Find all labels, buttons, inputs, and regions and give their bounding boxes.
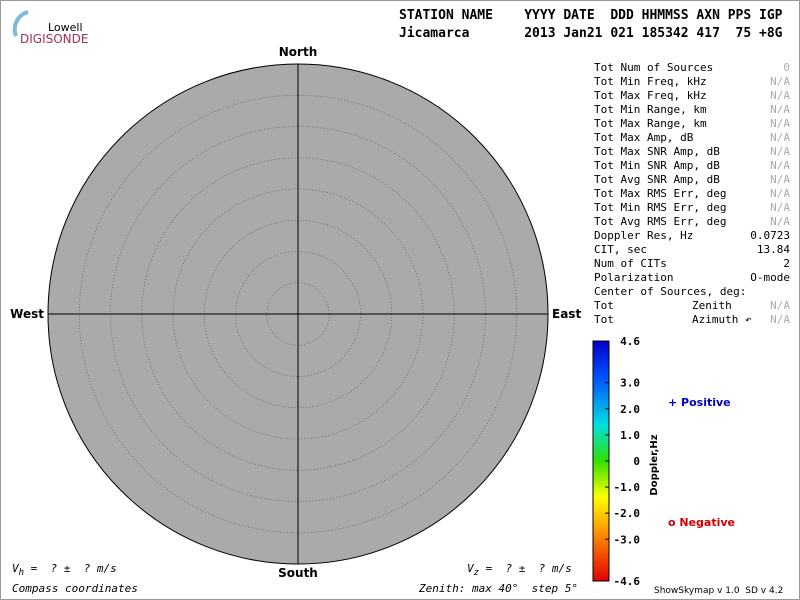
logo-top: Lowell [48,21,83,34]
stat-label: Tot Avg SNR Amp, dB [594,173,720,186]
vh-sub: h [19,568,24,578]
colorbar-tick-label: -4.6 [614,575,641,588]
stat-value: N/A [770,313,790,326]
stat-value: N/A [770,145,790,158]
compass-south: South [278,566,318,580]
colorbar-tick-label: -3.0 [614,533,641,546]
stat-value: N/A [770,131,790,144]
colorbar-tick-label: 3.0 [620,377,640,390]
stat-label: Tot [594,299,614,312]
header-labels: STATION NAME YYYY DATE DDD HHMMSS AXN PP… [399,8,783,23]
header-values: Jicamarca 2013 Jan21 021 185342 417 75 +… [399,26,783,41]
legend-positive: + Positive [668,396,731,409]
legend-negative: o Negative [668,516,735,529]
stat-value: O-mode [750,271,790,284]
stat-value: N/A [770,173,790,186]
stat-label: Tot Min RMS Err, deg [594,201,726,214]
stat-value: N/A [770,103,790,116]
vz-symbol: V [467,562,475,575]
stat-value: N/A [770,159,790,172]
stat-label: Tot [594,313,614,326]
sky-plot [47,63,549,565]
logo-swoosh [12,10,29,37]
colorbar-tick-label: -1.0 [614,481,641,494]
stat-label: Tot Max Amp, dB [594,131,694,144]
stat-value: N/A [770,299,790,312]
compass-west: West [10,307,44,321]
stat-sublabel: Azimuth ↶ [692,313,752,326]
stat-value: 2 [783,257,790,270]
stat-label: Tot Min Freq, kHz [594,75,707,88]
colorbar-tick-label: 0 [633,455,640,468]
stats-table: Tot Num of Sources 0 Tot Min Freq, kHz N/A T… [594,61,790,326]
stat-label: Tot Max Freq, kHz [594,89,707,102]
stat-value: N/A [770,117,790,130]
stat-label: Doppler Res, Hz [594,229,693,242]
stat-label: CIT, sec [594,243,647,256]
colorbar-title: Doppler,Hz [649,434,660,495]
stat-value: N/A [770,215,790,228]
vh-symbol: V [12,562,20,575]
colorbar-tick-label: 2.0 [620,403,640,416]
stat-value: N/A [770,187,790,200]
vh-readout: Vh = ? ± ? m/s [12,562,117,578]
colorbar-tick-label: 1.0 [620,429,640,442]
vz-sub: z [474,568,479,578]
zenith-note: Zenith: max 40° step 5° [418,582,578,595]
stat-label: Tot Min Range, km [594,103,707,116]
colorbar-ticks: 4.6 3.0 2.0 1.0 0 -1.0 -2.0 -3.0 -4.6 [605,335,640,588]
stat-label: Polarization [594,271,673,284]
stat-label: Tot Max SNR Amp, dB [594,145,720,158]
stat-value: 13.84 [757,243,790,256]
vz-text: = ? ± ? m/s [479,562,572,575]
stat-label: Tot Num of Sources [594,61,713,74]
vh-text: = ? ± ? m/s [24,562,117,575]
stat-value: N/A [770,201,790,214]
stat-value: 0 [783,61,790,74]
compass-east: East [552,307,581,321]
logo-bottom: DIGISONDE [20,32,88,46]
compass-north: North [279,45,317,59]
stat-value: N/A [770,89,790,102]
version-note: ShowSkymap v 1.0 SD v 4.2 [654,586,783,596]
colorbar-tick-label: 4.6 [620,335,640,348]
stat-value: N/A [770,75,790,88]
stat-sublabel: Zenith [692,299,732,312]
stat-value: 0.0723 [750,229,790,242]
stat-label: Tot Max RMS Err, deg [594,187,726,200]
colorbar-tick-label: -2.0 [614,507,641,520]
stat-label: Num of CITs [594,257,667,270]
stat-label: Tot Avg RMS Err, deg [594,215,726,228]
vz-readout: Vz = ? ± ? m/s [467,562,572,578]
stat-label: Tot Max Range, km [594,117,707,130]
coords-note: Compass coordinates [12,582,138,595]
stat-label: Tot Min SNR Amp, dB [594,159,720,172]
stat-label: Center of Sources, deg: [594,285,746,298]
